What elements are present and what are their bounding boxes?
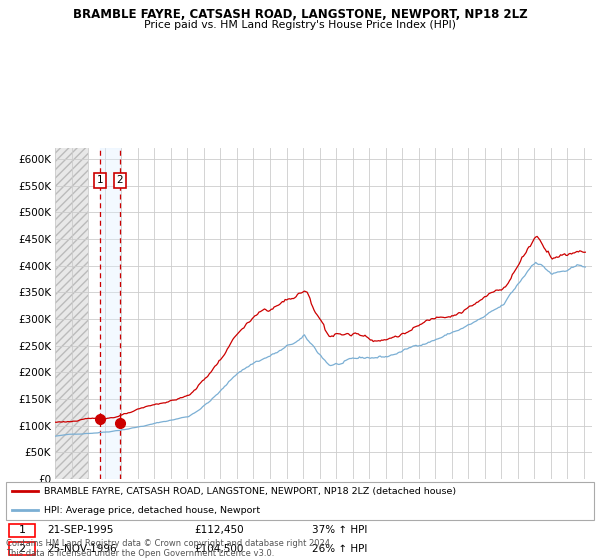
Text: BRAMBLE FAYRE, CATSASH ROAD, LANGSTONE, NEWPORT, NP18 2LZ: BRAMBLE FAYRE, CATSASH ROAD, LANGSTONE, … xyxy=(73,8,527,21)
Bar xyxy=(55,148,88,479)
Text: Contains HM Land Registry data © Crown copyright and database right 2024.
This d: Contains HM Land Registry data © Crown c… xyxy=(6,539,332,558)
Text: 25-NOV-1996: 25-NOV-1996 xyxy=(47,544,117,554)
Bar xyxy=(55,148,88,479)
Text: 2: 2 xyxy=(19,544,26,554)
Text: 1: 1 xyxy=(19,525,26,535)
FancyBboxPatch shape xyxy=(9,524,35,537)
Text: BRAMBLE FAYRE, CATSASH ROAD, LANGSTONE, NEWPORT, NP18 2LZ (detached house): BRAMBLE FAYRE, CATSASH ROAD, LANGSTONE, … xyxy=(44,487,457,496)
Text: Price paid vs. HM Land Registry's House Price Index (HPI): Price paid vs. HM Land Registry's House … xyxy=(144,20,456,30)
Text: 2: 2 xyxy=(116,175,123,185)
Text: 26% ↑ HPI: 26% ↑ HPI xyxy=(312,544,367,554)
Text: 1: 1 xyxy=(97,175,103,185)
Text: 37% ↑ HPI: 37% ↑ HPI xyxy=(312,525,367,535)
Bar xyxy=(100,148,119,479)
Text: £104,500: £104,500 xyxy=(194,544,244,554)
Text: 21-SEP-1995: 21-SEP-1995 xyxy=(47,525,113,535)
FancyBboxPatch shape xyxy=(9,542,35,556)
Text: £112,450: £112,450 xyxy=(194,525,244,535)
Text: HPI: Average price, detached house, Newport: HPI: Average price, detached house, Newp… xyxy=(44,506,260,515)
